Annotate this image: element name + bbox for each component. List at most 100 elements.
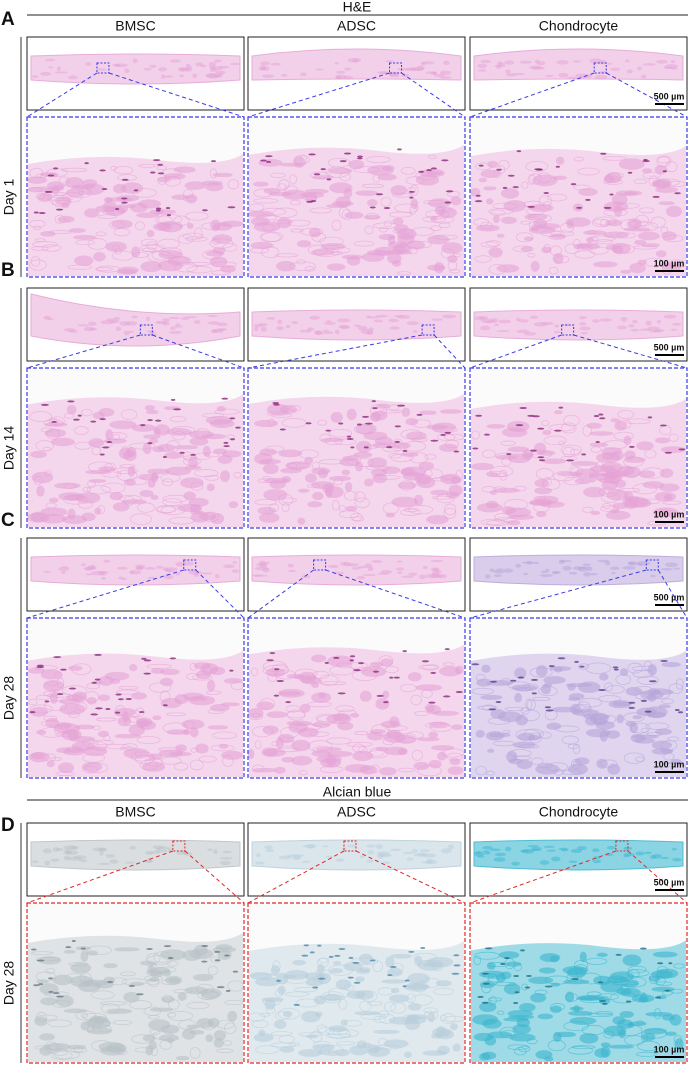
nucleus xyxy=(154,419,162,422)
zoom-texture xyxy=(186,222,194,229)
zoom-texture xyxy=(407,983,431,990)
zoom-texture xyxy=(370,468,388,477)
zoom-texture xyxy=(426,171,443,176)
zoom-texture xyxy=(617,487,641,493)
overview-texture xyxy=(354,324,361,328)
zoom-texture xyxy=(204,474,220,481)
zoom-texture xyxy=(354,731,369,736)
zoom-texture xyxy=(28,186,55,192)
zoom-texture xyxy=(309,207,333,214)
zoom-texture xyxy=(527,252,536,258)
overview-texture xyxy=(357,566,368,569)
nucleus xyxy=(444,201,452,204)
nucleus xyxy=(553,429,562,432)
nucleus xyxy=(516,150,522,153)
zoom-texture xyxy=(439,666,462,677)
overview-texture xyxy=(208,61,217,67)
zoom-texture xyxy=(618,158,645,170)
nucleus xyxy=(138,711,145,714)
zoom-texture xyxy=(353,240,375,247)
overview-texture xyxy=(200,64,207,68)
overview-texture xyxy=(531,846,542,851)
nucleus xyxy=(38,212,46,215)
scale-label: 500 µm xyxy=(654,877,685,887)
nucleus xyxy=(325,429,332,432)
overview-texture xyxy=(496,568,504,571)
zoom-guide xyxy=(184,850,245,904)
nucleus xyxy=(190,453,197,456)
nucleus xyxy=(629,445,635,448)
zoom-texture xyxy=(292,959,307,966)
zoom-texture xyxy=(206,483,215,492)
zoom-texture xyxy=(29,167,44,179)
zoom-texture xyxy=(554,410,563,415)
nucleus xyxy=(121,201,128,204)
zoom-texture xyxy=(633,178,648,184)
zoom-guide xyxy=(573,334,688,369)
zoom-texture xyxy=(88,438,105,448)
zoom-texture xyxy=(581,1024,605,1036)
zoom-texture xyxy=(542,477,552,487)
zoom-texture xyxy=(605,510,631,520)
zoom-texture xyxy=(383,1039,409,1049)
zoom-texture xyxy=(471,430,480,440)
zoom-texture xyxy=(605,685,625,694)
overview-texture xyxy=(216,322,228,327)
zoom-texture xyxy=(616,232,636,239)
overview-texture xyxy=(592,319,600,323)
overview-texture xyxy=(562,565,572,571)
zoom-texture xyxy=(298,770,308,776)
zoom-texture xyxy=(432,495,453,500)
overview-texture xyxy=(568,571,578,575)
overview-texture xyxy=(412,848,418,854)
zoom-texture xyxy=(136,212,160,218)
zoom-texture xyxy=(311,467,331,475)
nucleus xyxy=(285,701,292,704)
overview-texture xyxy=(326,320,332,323)
column-label: BMSC xyxy=(115,804,155,820)
zoom-texture xyxy=(507,681,531,690)
nucleus xyxy=(276,680,285,683)
zoom-texture xyxy=(487,1031,513,1039)
nucleus xyxy=(420,947,426,950)
zoom-texture xyxy=(401,452,419,457)
zoom-texture xyxy=(573,184,591,191)
zoom-texture xyxy=(537,450,556,456)
zoom-texture xyxy=(342,455,359,461)
overview-texture xyxy=(320,331,334,334)
zoom-texture xyxy=(54,723,80,734)
overview-texture xyxy=(207,848,213,851)
overview-texture xyxy=(270,62,281,66)
zoom-texture xyxy=(389,716,400,727)
overview-texture xyxy=(97,862,111,865)
zoom-tissue xyxy=(28,394,243,527)
zoom-texture xyxy=(596,758,608,769)
zoom-texture xyxy=(344,764,371,773)
zoom-texture xyxy=(621,979,640,988)
nucleus xyxy=(266,659,274,662)
zoom-texture xyxy=(160,668,180,676)
zoom-texture xyxy=(140,238,158,247)
nucleus xyxy=(639,947,647,950)
zoom-texture xyxy=(637,231,660,241)
zoom-texture xyxy=(451,724,463,730)
overview-texture xyxy=(516,329,530,334)
nucleus xyxy=(338,422,344,425)
overview-texture xyxy=(489,568,495,573)
zoom-texture xyxy=(106,432,128,441)
zoom-texture xyxy=(286,709,306,721)
overview-texture xyxy=(333,571,345,575)
zoom-texture xyxy=(278,449,303,458)
zoom-texture xyxy=(82,765,99,774)
zoom-texture xyxy=(289,261,317,271)
overview-texture xyxy=(597,559,609,563)
zoom-texture xyxy=(299,154,307,165)
overview-texture xyxy=(209,65,216,69)
zoom-texture xyxy=(486,240,502,247)
zoom-texture xyxy=(142,442,152,455)
zoom-texture xyxy=(46,760,55,768)
nucleus xyxy=(99,453,105,456)
zoom-texture xyxy=(205,690,222,695)
zoom-texture xyxy=(447,255,458,263)
zoom-texture xyxy=(291,739,311,752)
